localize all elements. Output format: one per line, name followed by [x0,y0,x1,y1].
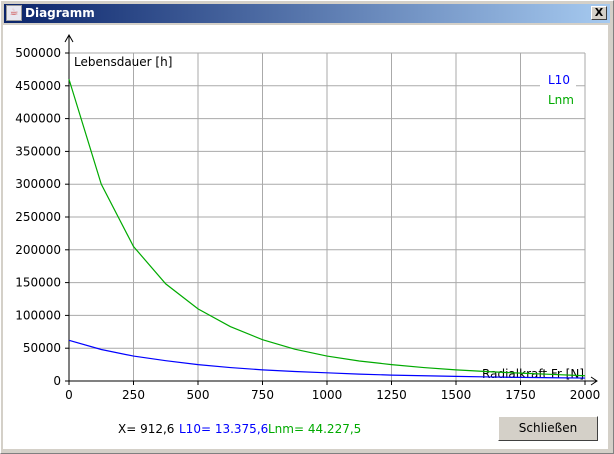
y-tick-label: 50000 [23,341,61,355]
series-line-l10 [68,339,586,379]
x-tick-label: 500 [187,388,210,402]
legend-entry-lnm: Lnm [548,93,574,107]
x-tick-label: 1750 [505,388,536,402]
close-button[interactable]: X [591,6,607,20]
y-tick-label: 450000 [15,79,61,93]
x-tick-label: 0 [65,388,73,402]
x-tick-label: 750 [251,388,274,402]
x-tick-label: 1500 [441,388,472,402]
y-tick-label: 0 [53,374,61,388]
legend-bg [540,70,576,87]
y-tick-label: 350000 [15,144,61,158]
y-axis-arrow-icon [64,33,74,43]
java-icon: ☕ [6,5,22,21]
y-tick-label: 300000 [15,177,61,191]
close-dialog-button[interactable]: Schließen [498,416,598,441]
y-tick-label: 200000 [15,243,61,257]
x-tick-label: 2000 [570,388,601,402]
x-tick-label: 250 [122,388,145,402]
x-axis-arrow-icon [590,376,598,386]
x-tick-label: 1000 [312,388,343,402]
window-title: Diagramm [25,6,95,20]
l10-readout: L10= 13.375,6 [179,422,269,436]
series-line-lnm [68,79,586,377]
y-axis-label: Lebensdauer [h] [74,55,172,69]
y-tick-label: 500000 [15,46,61,60]
y-tick-label: 100000 [15,308,61,322]
chart-panel [3,25,608,449]
title-bar[interactable]: ☕ Diagramm X [4,4,610,23]
y-tick-label: 250000 [15,210,61,224]
y-tick-label: 400000 [15,112,61,126]
legend-entry-l10: L10 [548,73,570,87]
x-tick-label: 1250 [376,388,407,402]
legend-bg [540,90,576,107]
cursor-x-readout: X= 912,6 [118,422,175,436]
lnm-readout: Lnm= 44.227,5 [268,422,362,436]
y-tick-label: 150000 [15,276,61,290]
